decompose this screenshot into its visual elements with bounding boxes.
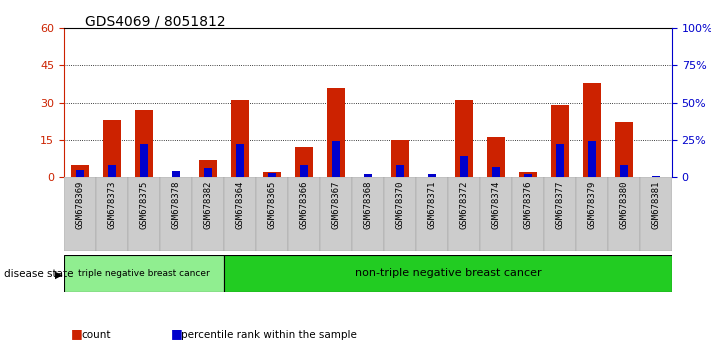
Bar	[204, 168, 212, 177]
Text: GSM678364: GSM678364	[235, 181, 245, 229]
Bar	[551, 105, 569, 177]
Bar	[364, 174, 372, 177]
Text: ▶: ▶	[55, 269, 63, 279]
Text: percentile rank within the sample: percentile rank within the sample	[181, 330, 357, 340]
Bar	[455, 100, 473, 177]
Bar	[416, 177, 448, 251]
Bar	[172, 171, 180, 177]
Text: count: count	[82, 330, 111, 340]
Bar	[199, 160, 217, 177]
Bar	[448, 177, 480, 251]
Text: GSM678375: GSM678375	[139, 181, 149, 229]
Text: GSM678367: GSM678367	[331, 181, 341, 229]
Bar	[231, 100, 249, 177]
Text: ■: ■	[171, 327, 183, 340]
Bar	[288, 177, 320, 251]
Bar	[487, 137, 505, 177]
Bar	[268, 172, 276, 177]
Bar	[300, 165, 308, 177]
Bar	[620, 165, 628, 177]
Text: GSM678374: GSM678374	[491, 181, 501, 229]
Bar	[480, 177, 512, 251]
Bar	[524, 174, 532, 177]
Bar	[263, 172, 281, 177]
Bar	[460, 156, 468, 177]
Text: GSM678376: GSM678376	[523, 181, 533, 229]
Bar	[615, 122, 633, 177]
Text: GSM678377: GSM678377	[555, 181, 565, 229]
Bar	[588, 141, 596, 177]
Text: GSM678365: GSM678365	[267, 181, 277, 229]
Text: GSM678373: GSM678373	[107, 181, 117, 229]
Text: GSM678380: GSM678380	[619, 181, 629, 229]
Bar	[327, 88, 345, 177]
Text: GSM678378: GSM678378	[171, 181, 181, 229]
Text: GSM678372: GSM678372	[459, 181, 469, 229]
Bar	[256, 177, 288, 251]
Text: GSM678379: GSM678379	[587, 181, 597, 229]
Text: GDS4069 / 8051812: GDS4069 / 8051812	[85, 14, 226, 28]
Text: ■: ■	[71, 327, 83, 340]
Bar	[544, 177, 576, 251]
Bar	[576, 177, 608, 251]
Text: GSM678371: GSM678371	[427, 181, 437, 229]
Bar	[492, 167, 500, 177]
Bar	[96, 177, 128, 251]
Text: GSM678382: GSM678382	[203, 181, 213, 229]
Bar	[391, 140, 409, 177]
Bar	[556, 144, 564, 177]
Text: GSM678370: GSM678370	[395, 181, 405, 229]
Bar	[135, 110, 153, 177]
Text: GSM678369: GSM678369	[75, 181, 85, 229]
Bar	[640, 177, 672, 251]
Text: non-triple negative breast cancer: non-triple negative breast cancer	[355, 268, 541, 279]
Bar	[512, 177, 544, 251]
Bar	[236, 144, 244, 177]
Bar	[71, 165, 89, 177]
Bar	[396, 165, 404, 177]
Bar	[519, 172, 537, 177]
Text: GSM678381: GSM678381	[651, 181, 661, 229]
Bar	[128, 177, 160, 251]
Bar	[140, 144, 148, 177]
Bar	[108, 165, 116, 177]
Text: GSM678368: GSM678368	[363, 181, 373, 229]
Bar	[583, 83, 601, 177]
Bar	[352, 177, 384, 251]
Bar	[160, 177, 192, 251]
Text: disease state: disease state	[4, 269, 73, 279]
Bar	[224, 255, 672, 292]
Bar	[652, 176, 660, 177]
Bar	[192, 177, 224, 251]
Bar	[608, 177, 640, 251]
Text: GSM678366: GSM678366	[299, 181, 309, 229]
Bar	[76, 170, 84, 177]
Bar	[64, 177, 96, 251]
Bar	[295, 147, 313, 177]
Bar	[428, 174, 436, 177]
Bar	[384, 177, 416, 251]
Bar	[320, 177, 352, 251]
Text: triple negative breast cancer: triple negative breast cancer	[78, 269, 210, 278]
Bar	[103, 120, 121, 177]
Bar	[64, 255, 224, 292]
Bar	[224, 177, 256, 251]
Bar	[332, 141, 340, 177]
